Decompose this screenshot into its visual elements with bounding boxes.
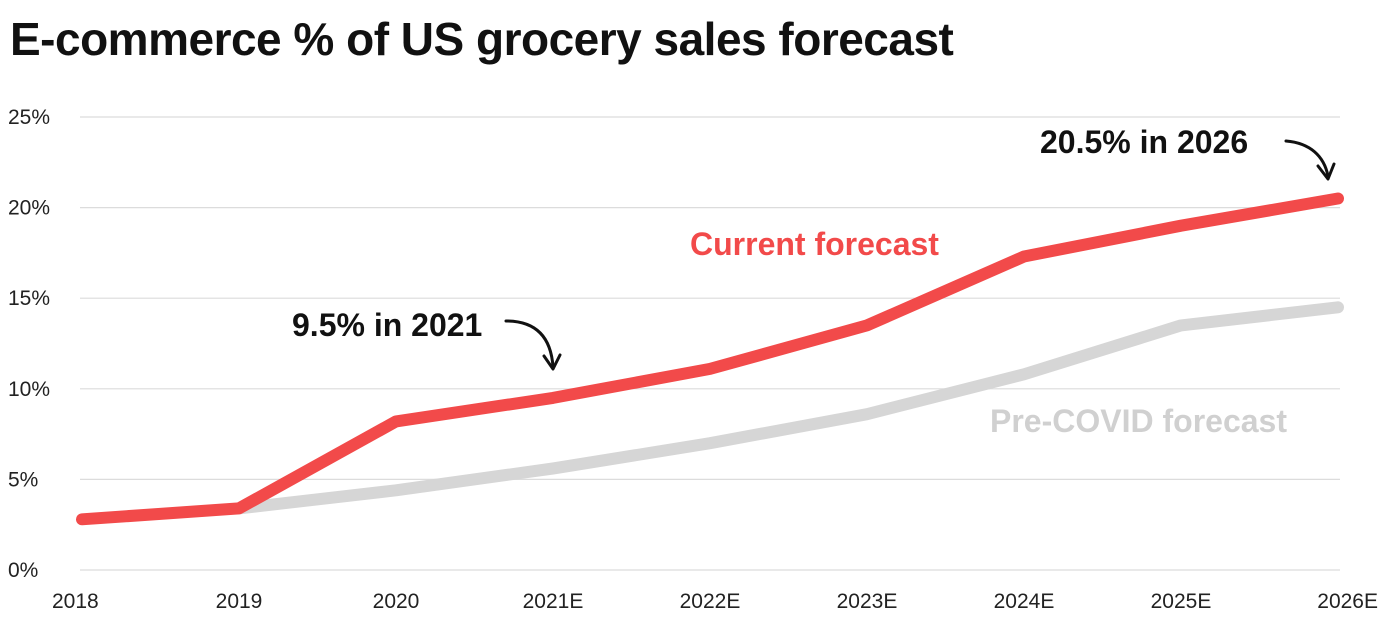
y-tick-label: 5% (8, 468, 38, 491)
pre-covid-forecast-point (552, 468, 554, 470)
x-tick-label: 2023E (837, 590, 898, 613)
x-tick-label: 2020 (373, 590, 420, 613)
current-forecast-point (1337, 198, 1339, 200)
x-tick-label: 2019 (216, 590, 263, 613)
current-forecast-label: Current forecast (690, 226, 939, 262)
x-tick-label: 2022E (680, 590, 741, 613)
annotations: 9.5% in 2021 20.5% in 2026 (292, 124, 1336, 371)
x-tick-label: 2026E (1317, 590, 1378, 613)
y-tick-label: 15% (8, 287, 50, 310)
y-axis-ticks: 0% 5% 10% 15% 20% 25% (8, 106, 50, 582)
current-forecast-point (866, 324, 868, 326)
y-tick-label: 20% (8, 197, 50, 220)
x-axis-ticks: 2018 2019 2020 2021E 2022E 2023E 2024E 2025E 202… (52, 590, 1378, 613)
pre-covid-forecast-point (1337, 306, 1339, 308)
x-tick-label: 2024E (994, 590, 1055, 613)
current-forecast-point (709, 368, 711, 370)
series-labels: Pre-COVID forecast Current forecast (690, 226, 1287, 439)
annotation-label: 9.5% in 2021 (292, 307, 482, 343)
annotation-arrowhead (1316, 162, 1336, 181)
current-forecast-point (1180, 225, 1182, 227)
pre-covid-forecast-point (1023, 373, 1025, 375)
current-forecast-point (1023, 256, 1025, 258)
annotation-arrow (1284, 139, 1330, 178)
pre-covid-forecast-point (709, 442, 711, 444)
current-forecast-point (81, 518, 83, 520)
y-tick-label: 0% (8, 559, 38, 582)
pre-covid-forecast-point (1180, 324, 1182, 326)
annotation-arrowhead (542, 353, 562, 371)
pre-covid-forecast-point (866, 413, 868, 415)
annotation-arrow (504, 319, 555, 369)
chart-title: E-commerce % of US grocery sales forecas… (10, 13, 954, 65)
series-layer (76, 192, 1344, 526)
x-tick-label: 2025E (1151, 590, 1212, 613)
y-tick-label: 25% (8, 106, 50, 129)
x-tick-label: 2021E (523, 590, 584, 613)
x-tick-label: 2018 (52, 590, 99, 613)
y-tick-label: 10% (8, 378, 50, 401)
annotation-label: 20.5% in 2026 (1040, 124, 1248, 160)
current-forecast-point (395, 420, 397, 422)
pre-covid-forecast-line (233, 301, 1344, 515)
current-forecast-point (238, 507, 240, 509)
pre-covid-forecast-label: Pre-COVID forecast (990, 403, 1287, 439)
pre-covid-forecast-point (395, 489, 397, 491)
current-forecast-point (552, 397, 554, 399)
